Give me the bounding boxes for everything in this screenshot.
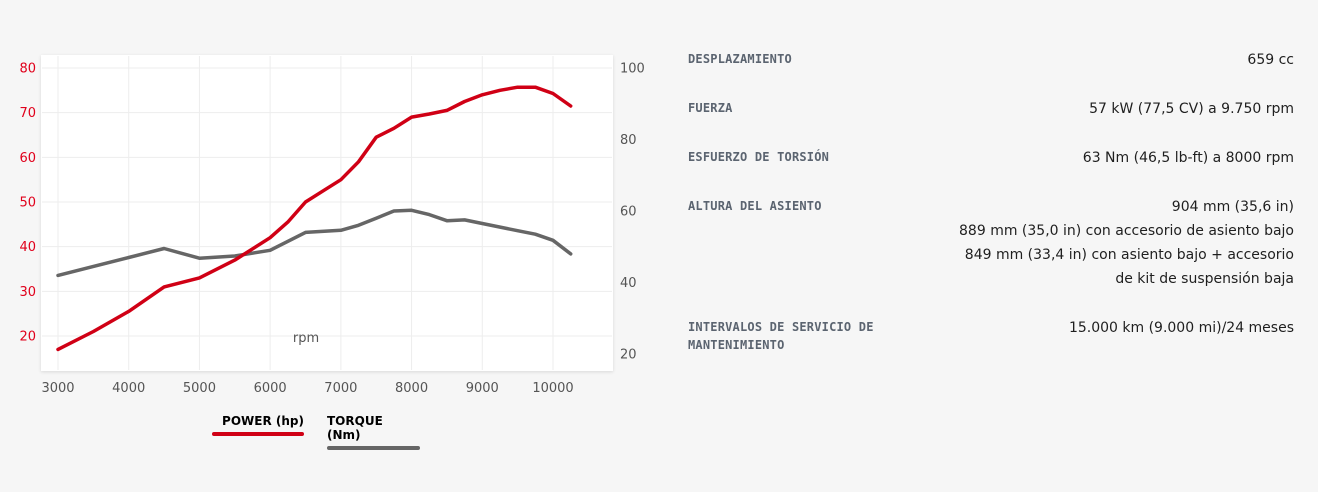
x-tick-label: 4000 [112,381,145,396]
spec-value-line: 904 mm (35,6 in) [1171,199,1294,215]
spec-row-seat-height: ALTURA DEL ASIENTO 904 mm (35,6 in) 889 … [688,195,1294,316]
spec-row-torque: ESFUERZO DE TORSIÓN 63 Nm (46,5 lb-ft) a… [688,146,1294,195]
legend-power-label: POWER (hp) [222,414,304,428]
x-axis-label: rpm [293,331,319,346]
spec-label: ESFUERZO DE TORSIÓN [688,150,830,164]
right-tick-label: 40 [620,276,637,291]
x-tick-label: 8000 [395,381,428,396]
spec-row-displacement: DESPLAZAMIENTO 659 cc [688,48,1294,97]
left-axis-ticks: 20 30 40 50 60 70 80 [19,62,36,345]
left-tick-label: 80 [19,62,36,77]
legend-torque-label: TORQUE (Nm) [327,414,383,442]
spec-value: 904 mm (35,6 in) 889 mm (35,0 in) con ac… [959,195,1294,291]
spec-value-line: 659 cc [1247,52,1294,68]
x-axis-ticks: 3000 4000 5000 6000 7000 8000 9000 10000 [41,381,573,396]
spec-row-service-interval: INTERVALOS DE SERVICIO DE MANTENIMIENTO … [688,316,1294,354]
left-tick-label: 40 [19,240,36,255]
x-tick-label: 7000 [324,381,357,396]
spec-value: 57 kW (77,5 CV) a 9.750 rpm [1089,97,1294,121]
right-tick-label: 80 [620,133,637,148]
left-tick-label: 50 [19,196,36,211]
spec-value-line: 889 mm (35,0 in) con accesorio de asient… [959,223,1294,239]
power-series-line [56,85,573,352]
right-axis-ticks: 20 40 60 80 100 [620,62,645,363]
legend-power-swatch [212,432,304,436]
right-tick-label: 60 [620,205,637,220]
x-tick-label: 9000 [466,381,499,396]
spec-table: DESPLAZAMIENTO 659 cc FUERZA 57 kW (77,5… [688,48,1294,354]
x-tick-label: 5000 [183,381,216,396]
spec-label: FUERZA [688,101,733,115]
right-tick-label: 100 [620,62,645,77]
chart-plot: 20 30 40 50 60 70 80 20 40 60 80 100 3000 4000 5000 6… [19,55,645,396]
spec-label: ALTURA DEL ASIENTO [688,199,822,213]
spec-value: 659 cc [1247,48,1294,72]
legend-torque: TORQUE (Nm) [327,414,420,450]
series-lines [56,85,573,352]
legend-power: POWER (hp) [212,414,304,436]
right-tick-label: 20 [620,348,637,363]
spec-value-line: 57 kW (77,5 CV) a 9.750 rpm [1089,101,1294,117]
left-tick-label: 60 [19,151,36,166]
spec-row-power: FUERZA 57 kW (77,5 CV) a 9.750 rpm [688,97,1294,146]
grid-lines [42,56,612,370]
x-tick-label: 6000 [254,381,287,396]
x-tick-label: 10000 [532,381,573,396]
left-tick-label: 20 [19,330,36,345]
spec-value-line: 63 Nm (46,5 lb-ft) a 8000 rpm [1082,150,1294,166]
plot-area-card [41,55,613,371]
spec-value: 63 Nm (46,5 lb-ft) a 8000 rpm [1083,146,1294,170]
spec-value-line: 15.000 km (9.000 mi)/24 meses [1068,320,1294,336]
left-tick-label: 30 [19,285,36,300]
left-tick-label: 70 [19,106,36,121]
x-tick-label: 3000 [41,381,74,396]
spec-value: 15.000 km (9.000 mi)/24 meses [1069,316,1294,340]
torque-series-line [56,208,573,278]
spec-value-line: 849 mm (33,4 in) con asiento bajo + acce… [964,247,1294,263]
spec-label: INTERVALOS DE SERVICIO DE MANTENIMIENTO [688,320,874,352]
spec-value-line: de kit de suspensión baja [1115,271,1294,287]
spec-label: DESPLAZAMIENTO [688,52,792,66]
legend-torque-swatch [327,446,420,450]
